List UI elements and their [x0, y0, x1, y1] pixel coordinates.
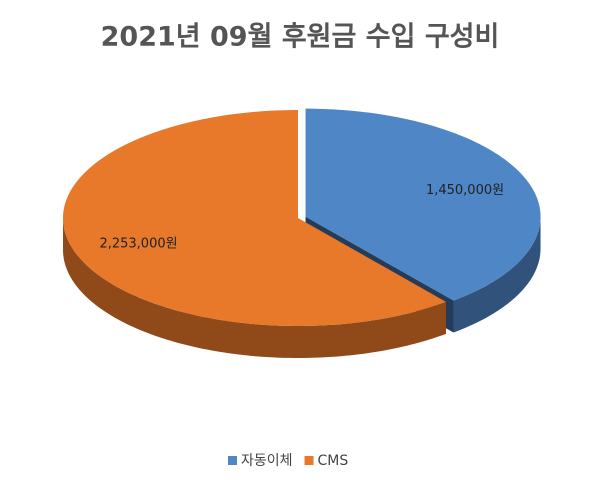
legend-label: 자동이체 [241, 453, 293, 469]
legend-swatch [228, 456, 237, 465]
data-label: 2,253,000원 [99, 236, 177, 251]
slice [63, 110, 446, 326]
legend-swatch [304, 456, 314, 465]
legend-label: CMS [318, 453, 349, 469]
slice-side [453, 216, 541, 333]
slice-side [63, 218, 446, 358]
slice [305, 108, 541, 301]
data-label: 1,450,000원 [426, 183, 504, 198]
chart-title: 2021년 09월 후원금 수입 구성비 [101, 22, 500, 53]
